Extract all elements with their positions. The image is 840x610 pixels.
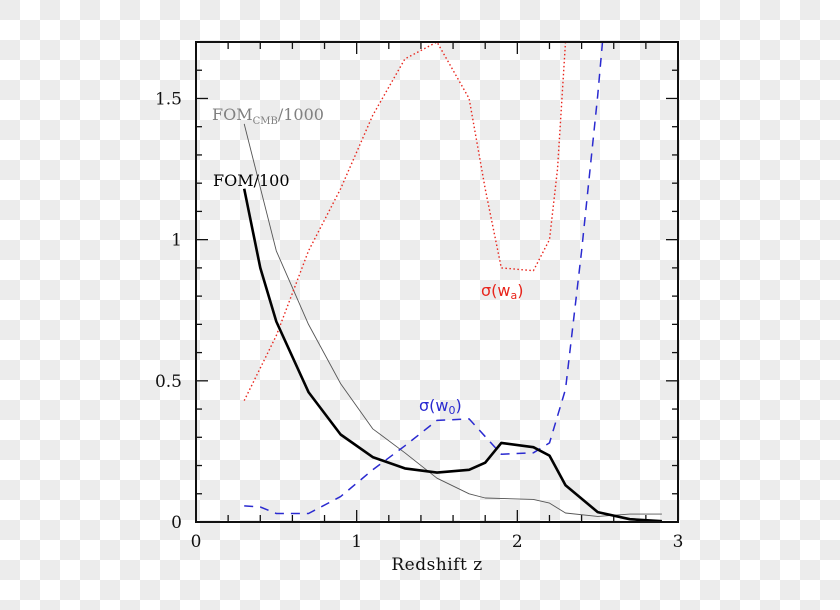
label-sigma-wa-main: σ(w	[481, 281, 510, 300]
label-fom-cmb-main: FOM	[212, 105, 253, 124]
label-sigma-wa-suffix: )	[517, 281, 523, 300]
y-tick-label: 1.5	[155, 89, 182, 109]
axis-ticks	[195, 41, 679, 523]
series-line-0	[242, 188, 662, 522]
label-fom-cmb: FOMCMB/1000	[212, 105, 324, 127]
series-line-2	[243, 42, 567, 401]
label-sigma-wa: σ(wa)	[481, 281, 523, 302]
label-fom: FOM/100	[213, 171, 290, 190]
plot-frame	[195, 41, 679, 523]
label-sigma-w0-sub: 0	[448, 404, 455, 417]
series-line-1	[243, 123, 662, 517]
x-tick-label: 2	[512, 532, 523, 552]
label-sigma-w0: σ(w0)	[419, 396, 462, 417]
tick-labels: 0 1 2 3 0 0.5 1 1.5	[155, 89, 683, 552]
label-sigma-w0-suffix: )	[455, 396, 461, 415]
x-axis-title: Redshift z	[391, 555, 482, 575]
x-tick-label: 3	[673, 532, 684, 552]
series-layer	[242, 42, 662, 522]
x-tick-label: 0	[191, 532, 202, 552]
y-tick-label: 0	[171, 513, 182, 533]
label-fom-cmb-sub: CMB	[253, 116, 278, 127]
label-fom-cmb-suffix: /1000	[278, 105, 324, 124]
series-line-3	[244, 42, 604, 515]
y-tick-label: 1	[171, 231, 182, 251]
y-tick-label: 0.5	[155, 372, 182, 392]
x-tick-label: 1	[351, 532, 362, 552]
label-sigma-w0-main: σ(w	[419, 396, 448, 415]
label-sigma-wa-sub: a	[510, 289, 517, 302]
